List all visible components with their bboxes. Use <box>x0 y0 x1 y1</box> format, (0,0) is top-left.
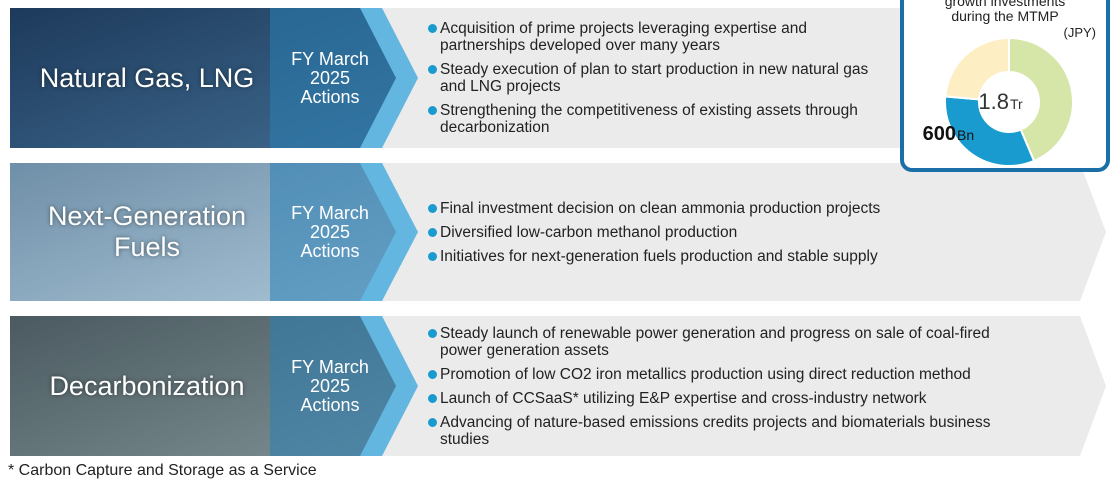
part-unit: Bn <box>957 127 974 143</box>
period-label-line: FY March <box>282 50 378 69</box>
part-value: 600 <box>923 123 956 145</box>
bullet-item: Promotion of low CO2 iron metallics prod… <box>428 366 1028 383</box>
period-label-line: Actions <box>282 88 378 107</box>
period-label-line: Actions <box>282 242 378 261</box>
period-label-line: Actions <box>282 396 378 415</box>
section-title: Natural Gas, LNG <box>12 8 282 148</box>
infographic: * Carbon Capture and Storage as a Servic… <box>0 0 1110 483</box>
body: * Carbon Capture and Storage as a Servic… <box>0 0 1110 483</box>
bullet-item: Steady launch of renewable power generat… <box>428 325 1028 359</box>
period-label-line: 2025 <box>282 69 378 88</box>
bullet-list: Final investment decision on clean ammon… <box>428 163 1028 301</box>
unit: (JPY) <box>1064 25 1097 40</box>
bullet-item: Advancing of nature-based emissions cred… <box>428 414 1028 448</box>
bullet-item: Acquisition of prime projects leveraging… <box>428 20 890 54</box>
page: {"rows": [ {"title": "Natural Gas, LNG",… <box>0 0 1110 483</box>
period-label-line: 2025 <box>282 377 378 396</box>
total-unit: Tr <box>1010 96 1023 112</box>
bullet-item: Diversified low-carbon methanol producti… <box>428 224 1028 241</box>
investment-panel: growth investments during the MTMP (JPY)… <box>900 0 1110 172</box>
bullet-item: Final investment decision on clean ammon… <box>428 200 1028 217</box>
period-label-line: FY March <box>282 204 378 223</box>
period-label-line: 2025 <box>282 223 378 242</box>
bullet-item: Initiatives for next-generation fuels pr… <box>428 248 1028 265</box>
bullet-item: Strengthening the competitiveness of exi… <box>428 102 890 136</box>
total-value: 1.8 <box>978 89 1009 114</box>
footnote: * Carbon Capture and Storage as a Servic… <box>8 462 317 480</box>
donut-chart: growth investments during the MTMP (JPY)… <box>904 0 1106 168</box>
donut <box>945 38 1073 166</box>
bullet-item: Launch of CCSaaS* utilizing E&P expertis… <box>428 390 1028 407</box>
section-title: Next-Generation Fuels <box>12 163 282 301</box>
bullet-item: Steady execution of plan to start produc… <box>428 61 890 95</box>
period-label-line: FY March <box>282 358 378 377</box>
bullet-list: Steady launch of renewable power generat… <box>428 316 1028 456</box>
panel-title: during the MTMP <box>951 8 1058 24</box>
bullet-list: Acquisition of prime projects leveraging… <box>428 8 890 148</box>
section-title: Decarbonization <box>12 316 282 456</box>
